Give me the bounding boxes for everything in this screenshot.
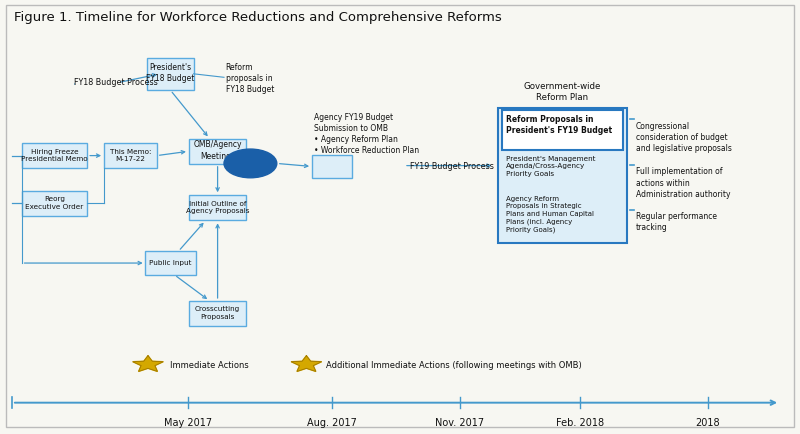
Text: Additional Immediate Actions (following meetings with OMB): Additional Immediate Actions (following …: [326, 360, 582, 369]
Text: Crosscutting
Proposals: Crosscutting Proposals: [195, 306, 240, 319]
FancyBboxPatch shape: [312, 156, 352, 178]
FancyBboxPatch shape: [502, 111, 623, 151]
Text: Regular performance
tracking: Regular performance tracking: [636, 212, 717, 232]
Text: President's Management
Agenda/Cross-Agency
Priority Goals: President's Management Agenda/Cross-Agen…: [506, 155, 595, 176]
Text: May 2017: May 2017: [164, 417, 212, 427]
FancyBboxPatch shape: [189, 139, 246, 164]
Text: Feb. 2018: Feb. 2018: [556, 417, 604, 427]
Text: Figure 1. Timeline for Workforce Reductions and Comprehensive Reforms: Figure 1. Timeline for Workforce Reducti…: [14, 11, 502, 24]
Text: FY18 Budget Process: FY18 Budget Process: [74, 78, 158, 87]
Text: Aug. 2017: Aug. 2017: [307, 417, 357, 427]
Text: This Memo:
M-17-22: This Memo: M-17-22: [110, 148, 151, 162]
FancyBboxPatch shape: [147, 58, 194, 91]
Text: Agency FY19 Budget
Submission to OMB
• Agency Reform Plan
• Workforce Reduction : Agency FY19 Budget Submission to OMB • A…: [314, 113, 418, 155]
FancyBboxPatch shape: [189, 301, 246, 326]
Polygon shape: [133, 356, 163, 372]
Text: Agency Reform
Proposals in Strategic
Plans and Human Capital
Plans (incl. Agency: Agency Reform Proposals in Strategic Pla…: [506, 195, 594, 232]
FancyBboxPatch shape: [146, 252, 195, 276]
Text: FY19 Budget Process: FY19 Budget Process: [410, 162, 494, 171]
Text: 2018: 2018: [696, 417, 720, 427]
Text: Reform Proposals in
President's FY19 Budget: Reform Proposals in President's FY19 Bud…: [506, 115, 612, 135]
Text: Hiring Freeze
Presidential Memo: Hiring Freeze Presidential Memo: [21, 148, 88, 162]
Circle shape: [224, 150, 277, 178]
FancyBboxPatch shape: [189, 196, 246, 221]
Text: OMB/Agency
Meetings: OMB/Agency Meetings: [194, 140, 242, 160]
FancyBboxPatch shape: [498, 108, 627, 243]
Text: Immediate Actions: Immediate Actions: [170, 360, 249, 369]
FancyBboxPatch shape: [104, 144, 157, 169]
Text: Public Input: Public Input: [149, 260, 192, 266]
Text: President's
FY18 Budget: President's FY18 Budget: [146, 62, 194, 82]
FancyBboxPatch shape: [22, 191, 87, 217]
Text: Reorg
Executive Order: Reorg Executive Order: [26, 196, 83, 210]
Text: Nov. 2017: Nov. 2017: [435, 417, 485, 427]
Text: Reform
proposals in
FY18 Budget: Reform proposals in FY18 Budget: [226, 62, 274, 94]
Polygon shape: [291, 356, 322, 372]
Text: Government-wide
Reform Plan: Government-wide Reform Plan: [524, 82, 601, 102]
Text: Full implementation of
actions within
Administration authority: Full implementation of actions within Ad…: [636, 167, 730, 198]
Text: Congressional
consideration of budget
and legislative proposals: Congressional consideration of budget an…: [636, 122, 732, 153]
Text: Initial Outline of
Agency Proposals: Initial Outline of Agency Proposals: [186, 200, 250, 214]
FancyBboxPatch shape: [22, 144, 87, 169]
